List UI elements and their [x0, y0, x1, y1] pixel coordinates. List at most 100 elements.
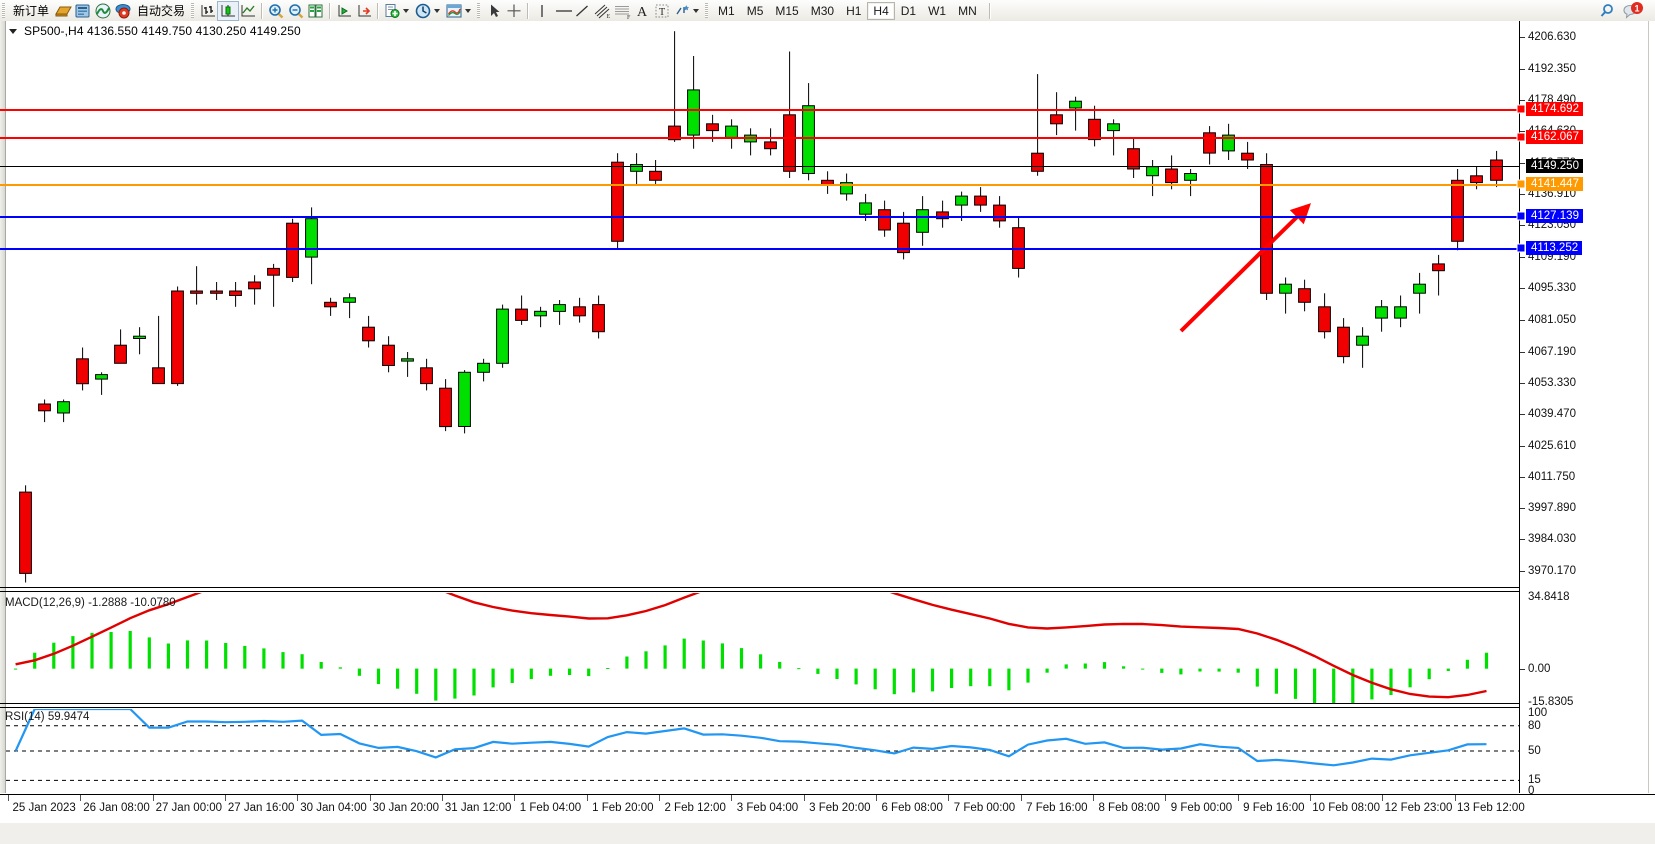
macd-axis-label: 34.8418 — [1528, 591, 1570, 603]
macd-pane[interactable] — [6, 593, 1519, 703]
new-order-button[interactable]: 新订单 — [13, 4, 50, 18]
zoom-out-icon[interactable] — [286, 2, 306, 20]
toolbar-grip[interactable] — [2, 3, 5, 18]
time-axis[interactable]: 25 Jan 2023 26 Jan 08:00 27 Jan 00:00 27 Ja… — [0, 794, 1655, 824]
resistance-line-1[interactable] — [0, 108, 1520, 111]
svg-text:T: T — [659, 7, 665, 18]
objects-dropdown-caret[interactable] — [693, 8, 700, 13]
price-axis-label: 4039.470 — [1528, 408, 1576, 421]
time-axis-tick — [152, 795, 154, 801]
support-line-1[interactable] — [0, 216, 1520, 219]
data-window-icon[interactable] — [73, 2, 93, 20]
timeframe-m30[interactable]: M30 — [810, 3, 835, 18]
price-pane[interactable] — [6, 21, 1519, 587]
support-line-1-price-tag[interactable]: 4127.139 — [1526, 209, 1583, 224]
indicators-icon[interactable] — [382, 2, 402, 20]
timeframe-h4[interactable]: H4 — [867, 1, 895, 20]
objects-icon[interactable] — [672, 2, 692, 20]
timeframe-w1[interactable]: W1 — [928, 3, 947, 18]
toolbar-separator-3 — [377, 2, 380, 19]
current-price-line-price-tag[interactable]: 4149.250 — [1526, 159, 1583, 174]
trendline-icon[interactable] — [572, 2, 592, 20]
price-axis-label: 4206.630 — [1528, 30, 1576, 43]
equidistant-channel-icon[interactable]: E — [592, 2, 612, 20]
price-axis-tick — [1520, 570, 1525, 572]
timeframe-m5[interactable]: M5 — [746, 3, 764, 18]
pivot-line-price-tag[interactable]: 4141.447 — [1526, 176, 1583, 191]
support-line-2[interactable] — [0, 247, 1520, 250]
rsi-axis-label: 80 — [1528, 719, 1541, 732]
search-icon[interactable] — [1597, 2, 1617, 20]
time-axis-tick — [80, 795, 82, 801]
crosshair-icon[interactable] — [504, 2, 524, 20]
shift-start-icon[interactable] — [334, 2, 354, 20]
svg-text:E: E — [607, 14, 611, 20]
symbol-ohlc-text: SP500-,H4 4136.550 4149.750 4130.250 414… — [24, 24, 301, 38]
symbol-header: SP500-,H4 4136.550 4149.750 4130.250 414… — [6, 24, 301, 38]
price-axis-label: 3970.170 — [1528, 564, 1576, 577]
shift-end-icon[interactable] — [354, 2, 374, 20]
toolbar-grip-4[interactable] — [705, 3, 709, 18]
time-axis-tick — [803, 795, 805, 801]
pivot-line[interactable] — [0, 183, 1520, 186]
line-chart-icon[interactable] — [238, 2, 258, 20]
support-line-2-anchor[interactable] — [1516, 243, 1526, 252]
gold-bar-icon[interactable] — [53, 2, 73, 20]
cursor-icon[interactable] — [484, 2, 504, 20]
price-axis-tick — [1520, 225, 1525, 227]
symbol-dropdown-icon[interactable] — [9, 28, 17, 34]
market-watch-icon[interactable] — [93, 2, 113, 20]
toolbar-separator-5 — [988, 2, 991, 19]
horizontal-line-icon[interactable] — [552, 2, 573, 20]
indicators-dropdown-caret[interactable] — [403, 8, 410, 13]
zoom-in-icon[interactable] — [266, 2, 286, 20]
tile-windows-icon[interactable] — [306, 2, 326, 20]
vertical-line-icon[interactable] — [532, 2, 552, 20]
toolbar-grip-3[interactable] — [477, 3, 481, 18]
text-label-icon[interactable]: T — [652, 2, 672, 20]
auto-trading-label[interactable]: 自动交易 — [137, 4, 186, 18]
current-price-line[interactable] — [0, 166, 1520, 168]
resistance-line-2-price-tag[interactable]: 4162.067 — [1526, 130, 1583, 145]
resistance-line-1-price-tag[interactable]: 4174.692 — [1526, 101, 1583, 116]
timeframe-mn[interactable]: MN — [958, 3, 977, 18]
text-icon[interactable]: A — [632, 2, 652, 20]
time-axis-tick — [1093, 795, 1094, 801]
auto-trading-icon[interactable] — [113, 2, 133, 20]
pivot-line-anchor[interactable] — [1516, 179, 1526, 189]
price-axis[interactable]: 4206.6304192.3504178.4904164.6304150.770… — [1520, 21, 1655, 797]
toolbar-grip-2[interactable] — [191, 3, 195, 18]
timeframe-h1[interactable]: H1 — [846, 3, 862, 18]
bottom-strip — [0, 823, 1655, 844]
support-line-2-price-tag[interactable]: 4113.252 — [1526, 240, 1583, 255]
plot-border — [0, 21, 1520, 793]
resistance-line-2[interactable] — [0, 137, 1520, 140]
support-line-1-anchor[interactable] — [1516, 211, 1526, 221]
time-axis-label: 6 Feb 08:00 — [881, 802, 943, 814]
resistance-line-1-anchor[interactable] — [1516, 104, 1526, 114]
bar-chart-icon[interactable] — [198, 2, 218, 20]
time-axis-label: 10 Feb 08:00 — [1312, 802, 1381, 814]
time-axis-tick — [8, 795, 9, 801]
timeframe-m15[interactable]: M15 — [775, 3, 799, 18]
periods-icon[interactable] — [413, 2, 433, 20]
rsi-pane[interactable] — [6, 709, 1519, 793]
chart-window[interactable]: SP500-,H4 4136.550 4149.750 4130.250 414… — [0, 21, 1655, 844]
templates-dropdown-caret[interactable] — [465, 8, 472, 13]
resistance-line-2-anchor[interactable] — [1516, 132, 1526, 142]
price-axis-tick — [1520, 68, 1525, 70]
time-axis-label: 9 Feb 16:00 — [1243, 802, 1305, 814]
macd-label: MACD(12,26,9) -1.2888 -10.0780 — [5, 597, 176, 609]
timeframe-m1[interactable]: M1 — [718, 3, 735, 18]
macd-rsi-divider — [0, 703, 1519, 704]
time-axis-tick — [514, 795, 516, 801]
fibonacci-icon[interactable]: F — [612, 2, 632, 20]
periods-dropdown-caret[interactable] — [434, 8, 441, 13]
time-axis-tick — [948, 795, 950, 801]
timeframe-d1[interactable]: D1 — [900, 3, 917, 18]
alerts-icon[interactable]: 1 — [1621, 1, 1647, 20]
price-axis-right-edge — [1648, 21, 1649, 793]
toolbar-separator-4 — [527, 2, 530, 19]
templates-icon[interactable] — [444, 2, 464, 20]
candlestick-chart-icon[interactable] — [217, 0, 240, 21]
